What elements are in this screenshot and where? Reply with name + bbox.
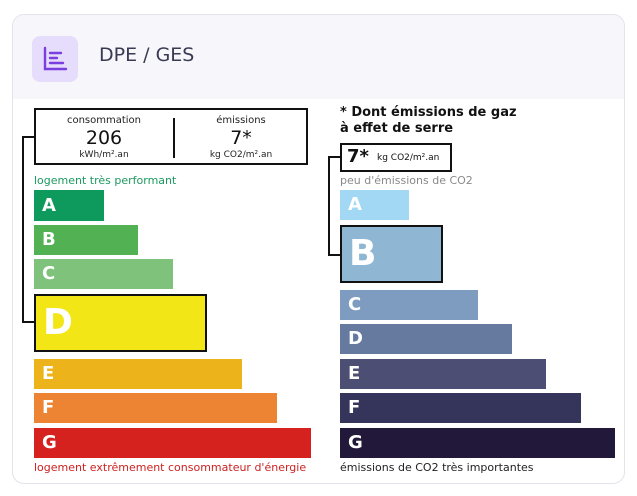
ges-value-box: 7* kg CO2/m².an — [340, 143, 452, 172]
ges-note-line1: * Dont émissions de gaz — [340, 105, 517, 120]
values-divider — [173, 118, 175, 158]
dpe-ges-card: DPE / GES consommation 206 kWh/m².an émi… — [12, 14, 625, 484]
ges-note-line2: à effet de serre — [340, 121, 454, 136]
emissions-unit: kg CO2/m².an — [209, 150, 273, 160]
ges-unit: kg CO2/m².an — [377, 153, 440, 163]
page-title: DPE / GES — [99, 44, 195, 66]
dpe-connector — [22, 136, 34, 323]
ges-connector — [328, 156, 340, 256]
ges-value: 7* — [347, 146, 369, 167]
ges-class-a: A — [340, 190, 409, 220]
ges-class-d: D — [340, 324, 512, 354]
emissions-label: émissions — [216, 115, 266, 126]
ges-class-c: C — [340, 290, 478, 320]
dpe-class-b: B — [34, 225, 138, 255]
ges-bottom-label: émissions de CO2 très importantes — [340, 461, 534, 474]
dpe-values-box: consommation 206 kWh/m².an émissions 7* … — [34, 108, 308, 165]
dpe-class-e: E — [34, 359, 242, 389]
consumption-label: consommation — [66, 115, 142, 126]
ges-top-label: peu d'émissions de CO2 — [340, 174, 473, 187]
dpe-class-d-current: D — [34, 294, 207, 352]
ges-class-g: G — [340, 428, 615, 458]
ges-class-b-current: B — [340, 225, 443, 283]
chart-list-icon — [32, 36, 78, 82]
emissions-value: 7* — [230, 127, 252, 149]
dpe-class-a: A — [34, 190, 104, 221]
consumption-unit: kWh/m².an — [79, 150, 129, 160]
dpe-class-f: F — [34, 393, 277, 423]
dpe-bottom-label: logement extrêmement consommateur d'éner… — [34, 461, 307, 474]
dpe-class-c: C — [34, 259, 173, 289]
ges-class-f: F — [340, 393, 581, 423]
dpe-class-g: G — [34, 428, 311, 458]
ges-class-e: E — [340, 359, 546, 389]
card-header: DPE / GES — [13, 15, 624, 99]
consumption-value: 206 — [85, 127, 123, 149]
dpe-top-label: logement très performant — [34, 174, 177, 187]
